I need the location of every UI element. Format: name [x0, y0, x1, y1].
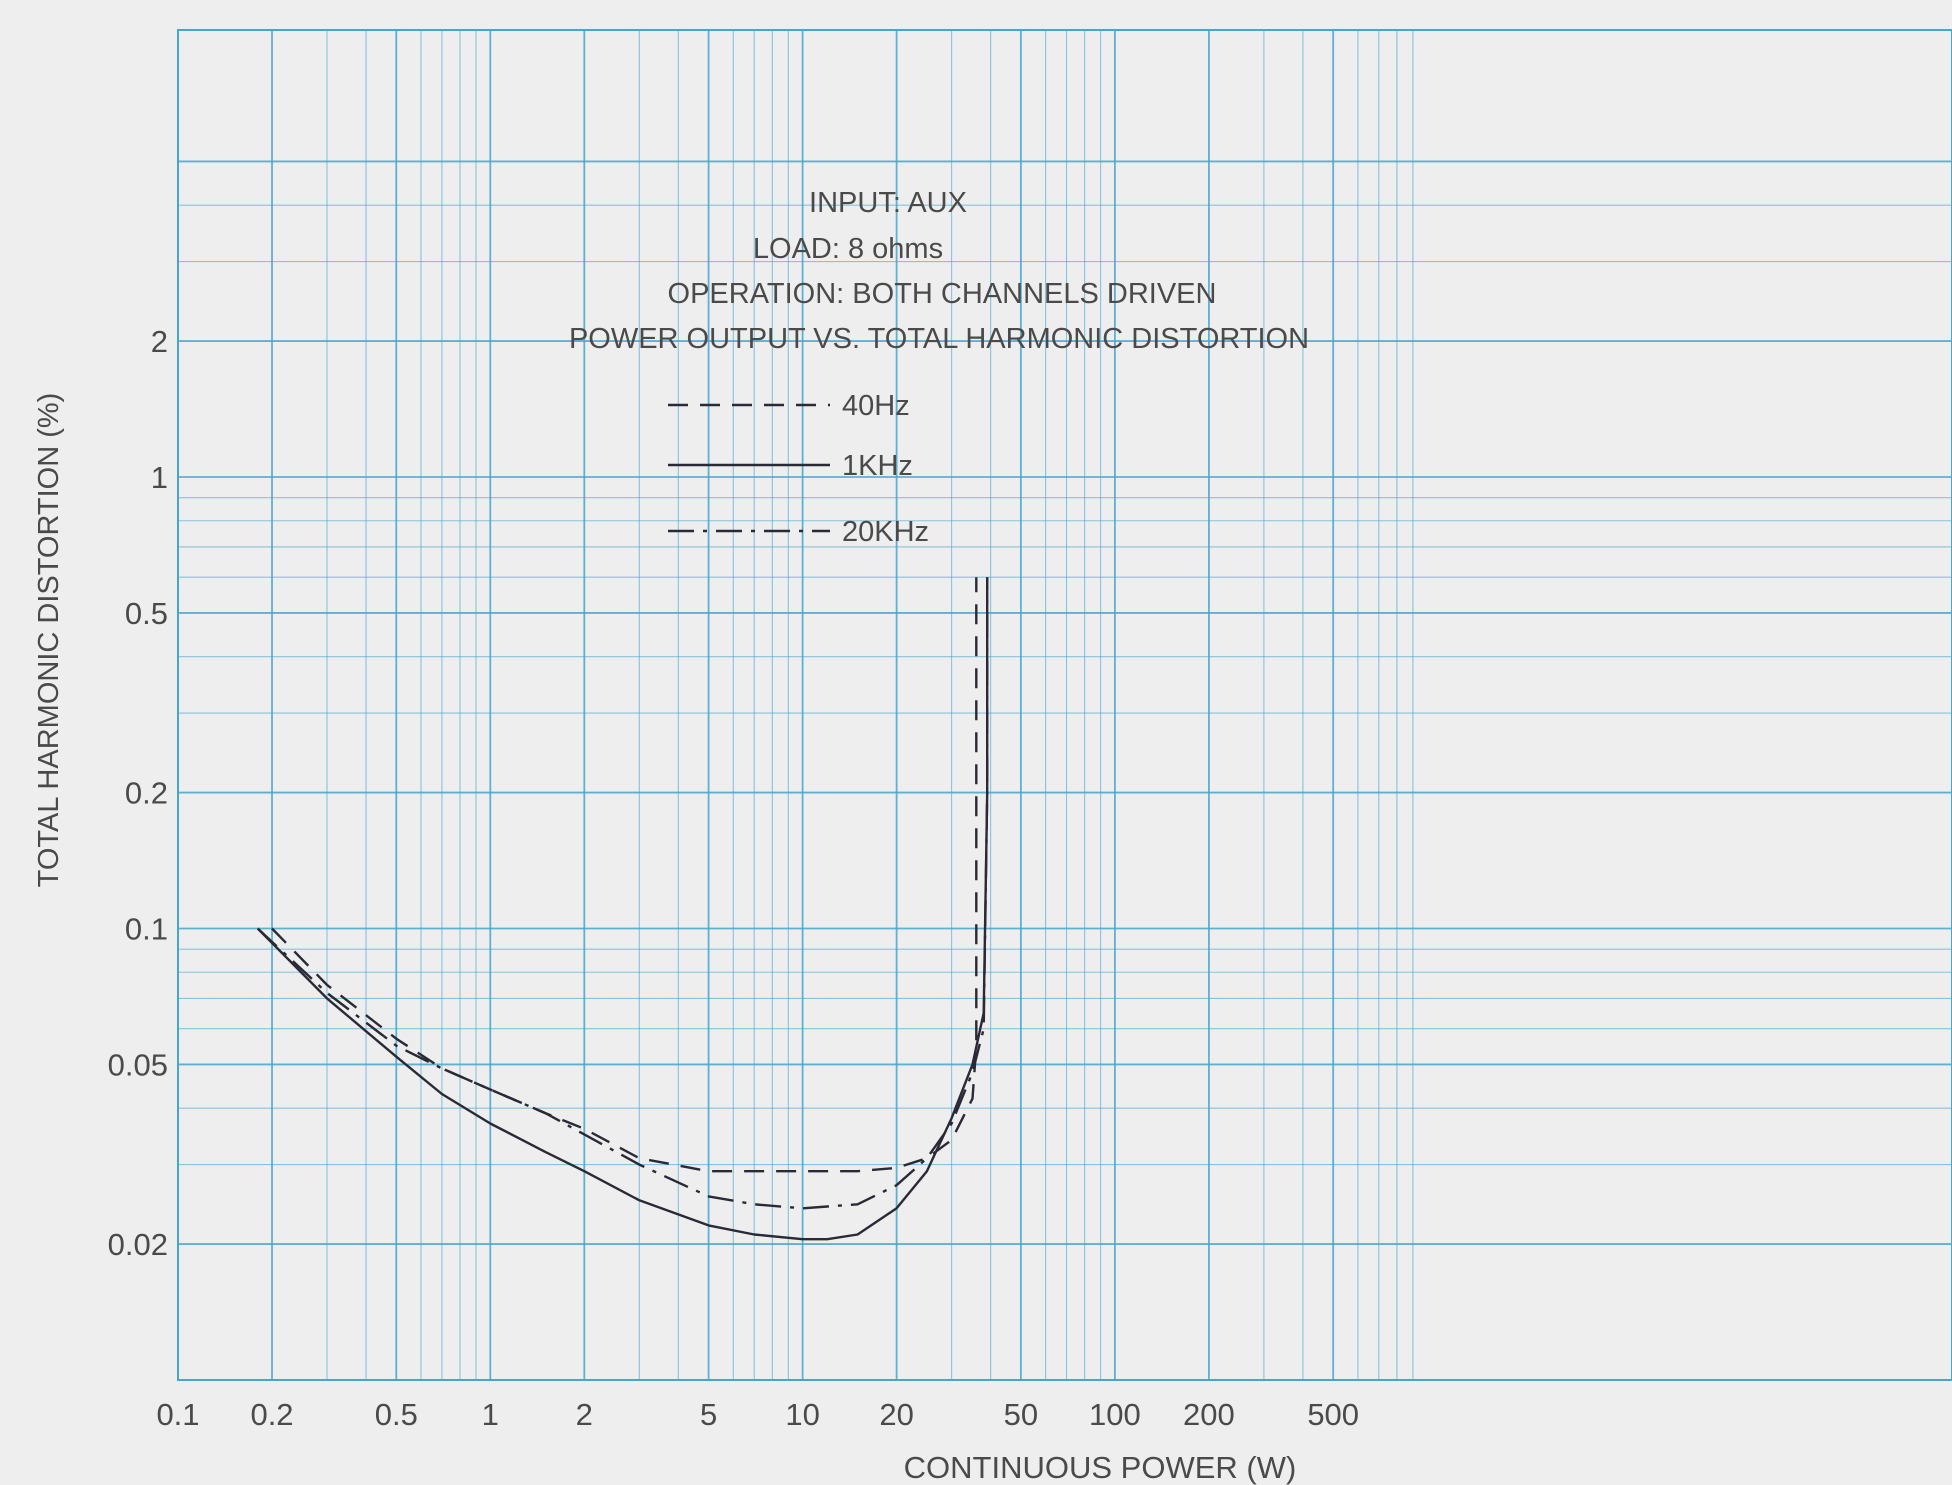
x-tick-label: 100: [1089, 1397, 1141, 1432]
x-tick-label: 200: [1183, 1397, 1235, 1432]
x-tick-label: 1: [482, 1397, 499, 1432]
x-tick-label: 5: [700, 1397, 717, 1432]
x-tick-label: 20: [879, 1397, 913, 1432]
x-tick-label: 0.1: [156, 1397, 199, 1432]
y-tick-label: 0.2: [125, 776, 168, 811]
chart-title-line: INPUT: AUX: [809, 187, 967, 219]
x-tick-label: 0.2: [250, 1397, 293, 1432]
y-axis-label: TOTAL HARMONIC DISTORTION (%): [33, 393, 65, 888]
legend-label-1khz: 1KHz: [842, 450, 913, 482]
chart-title-line: POWER OUTPUT VS. TOTAL HARMONIC DISTORTI…: [569, 323, 1309, 355]
y-tick-label: 1: [151, 460, 168, 495]
legend: 40Hz 1KHz 20KHz: [668, 390, 929, 548]
x-tick-label: 10: [785, 1397, 819, 1432]
y-tick-label: 0.1: [125, 912, 168, 947]
y-tick-labels: 0.02 0.05 0.1 0.2 0.5 1 2: [108, 324, 168, 1262]
x-axis-label: CONTINUOUS POWER (W): [904, 1450, 1297, 1485]
chart-title-line: OPERATION: BOTH CHANNELS DRIVEN: [668, 278, 1217, 310]
legend-label-40hz: 40Hz: [842, 390, 910, 422]
x-tick-label: 0.5: [375, 1397, 418, 1432]
y-tick-label: 0.02: [108, 1227, 168, 1262]
x-tick-label: 500: [1307, 1397, 1359, 1432]
y-tick-label: 0.5: [125, 596, 168, 631]
legend-label-20khz: 20KHz: [842, 516, 929, 548]
plot-frame: [177, 29, 1952, 1381]
series-layer: [256, 577, 989, 1241]
chart-title-block: INPUT: AUX LOAD: 8 ohms OPERATION: BOTH …: [569, 187, 1309, 355]
y-tick-label: 2: [151, 324, 168, 359]
x-tick-label: 50: [1004, 1397, 1038, 1432]
x-tick-label: 2: [576, 1397, 593, 1432]
plot-grid: [178, 30, 1952, 1380]
series-line-1khz: [256, 577, 989, 1241]
chart-title-line: LOAD: 8 ohms: [753, 233, 943, 265]
y-tick-label: 0.05: [108, 1047, 168, 1082]
series-line-40hz: [271, 577, 978, 1173]
x-tick-labels: 0.1 0.2 0.5 1 2 5 10 20 50 100 200 500: [156, 1397, 1359, 1432]
